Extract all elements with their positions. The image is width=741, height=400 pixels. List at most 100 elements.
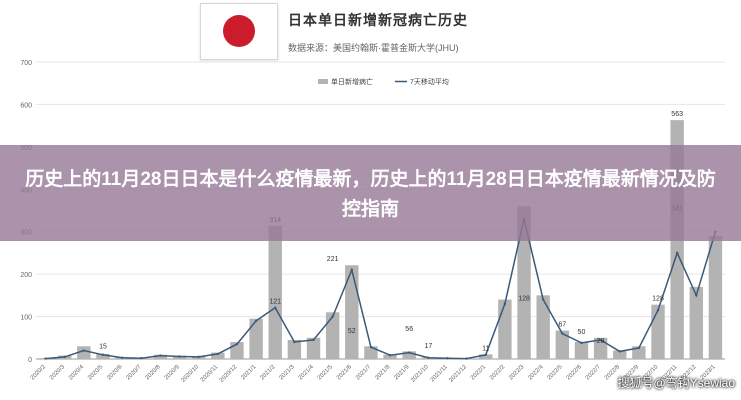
line-point-2021/7 [369,345,373,349]
x-tick-label: 2021/1 [240,364,258,382]
x-tick-label: 2022/7 [585,364,603,382]
chart-subtitle: 数据来源：美国约翰斯·霍普金斯大学(JHU) [288,43,459,53]
x-tick-label: 2021/12 [448,364,468,384]
data-label: 52 [348,328,356,335]
data-label: 128 [518,296,530,303]
y-tick-label: 200 [20,272,32,279]
bar-2021/2 [268,225,282,359]
x-tick-label: 2021/10 [410,364,430,384]
chart-title: 日本单日新增新冠病亡历史 [288,12,468,28]
x-tick-label: 2021/9 [393,364,411,382]
x-tick-label: 2021/4 [298,364,316,382]
line-point-2021/1 [254,319,258,323]
bar-2021/1 [249,318,263,359]
line-point-2022/10 [656,309,660,312]
bar-2021/5 [325,312,340,359]
bar-2021/7 [364,346,378,359]
line-point-2021/10 [427,356,430,359]
bar-2021/8 [383,354,397,359]
line-point-2020/2 [44,357,47,360]
line-point-2020/5 [101,353,105,356]
bar-2020/5 [96,353,110,359]
line-point-2022/6 [580,341,583,345]
line-point-2021/8 [388,353,392,357]
bar-2022/6 [574,342,589,359]
x-tick-label: 2021/7 [355,364,373,382]
x-tick-label: 2020/9 [164,364,182,382]
line-point-2020/7 [140,356,143,360]
bar-2022/7 [593,337,608,359]
data-label: 128 [652,296,664,303]
bar-2022/1 [479,354,493,359]
japan-flag-icon [200,3,278,60]
bar-2022/12 [689,286,703,359]
line-point-2021/3 [293,340,296,344]
data-label: 56 [405,326,413,333]
line-point-2022/12 [695,294,698,297]
y-tick-label: 600 [20,102,32,109]
line-point-2021/5 [331,315,334,318]
bar-2021/3 [287,339,302,359]
bar-2021/4 [306,337,321,359]
data-label: 17 [424,343,432,350]
headline-text: 历史上的11月28日日本是什么疫情最新，历史上的11月28日日本疫情最新情况及防… [25,169,716,220]
line-point-2021/6 [350,268,353,272]
watermark: 搜狐号@弯钩Ysewiao [617,376,735,390]
data-label: 15 [99,344,107,351]
flag-red-disc [223,15,255,47]
bar-2021/9 [402,351,416,359]
y-tick-label: 700 [20,60,32,67]
legend: 单日新增病亡 7天移动平均 [318,77,449,86]
line-point-2022/1 [484,353,487,356]
bar-2022/9 [632,346,646,359]
line-point-2021/4 [312,338,315,342]
moving-average-line [45,218,717,360]
x-tick-label: 2021/3 [279,364,297,382]
data-label: 67 [558,322,566,329]
x-tick-label: 2022/2 [489,364,507,382]
x-tick-label: 2022/3 [508,364,526,382]
x-tick-label: 2021/11 [430,364,450,384]
data-label: 221 [327,256,339,263]
line-point-2021/9 [408,351,411,354]
legend-label-daily: 单日新增病亡 [331,77,373,86]
x-tick-label: 2021/5 [317,364,335,382]
bar-series [38,120,723,360]
bar-2023/1 [708,235,723,359]
x-tick-label: 2020/12 [219,364,239,384]
bar-2022/4 [536,295,550,359]
x-tick-label: 2020/11 [200,364,220,384]
x-tick-label: 2020/5 [87,364,105,382]
x-tick-label: 2022/4 [527,364,545,382]
line-point-2022/4 [541,298,545,301]
line-point-2020/6 [120,356,124,359]
x-tick-label: 2021/8 [374,364,392,382]
line-point-2021/2 [274,306,277,309]
data-label: 28 [597,338,605,345]
x-tick-label: 2022/1 [470,364,488,382]
bar-2022/3 [517,206,531,359]
legend-swatch-bar [318,79,328,84]
bar-2022/10 [651,304,665,359]
x-tick-label: 2020/8 [145,364,163,382]
line-point-2022/11 [675,251,679,255]
x-tick-label: 2020/10 [181,364,201,384]
legend-label-average: 7天移动平均 [410,77,449,86]
bar-2021/6 [345,265,359,359]
data-label: 121 [269,299,281,306]
x-tick-label: 2022/6 [566,364,584,382]
data-label: 563 [671,111,683,118]
line-point-2022/5 [561,332,564,335]
data-label: 50 [578,329,586,336]
x-tick-label: 2020/4 [68,364,86,382]
line-point-2021/11 [446,356,449,360]
line-point-2022/7 [599,338,602,342]
line-point-2022/8 [618,350,621,353]
line-point-2020/3 [63,355,66,359]
y-tick-label: 0 [28,357,32,364]
line-point-2020/12 [235,342,239,346]
line-point-2020/4 [82,349,86,352]
bar-2020/11 [211,352,225,359]
line-point-2021/12 [465,357,468,360]
